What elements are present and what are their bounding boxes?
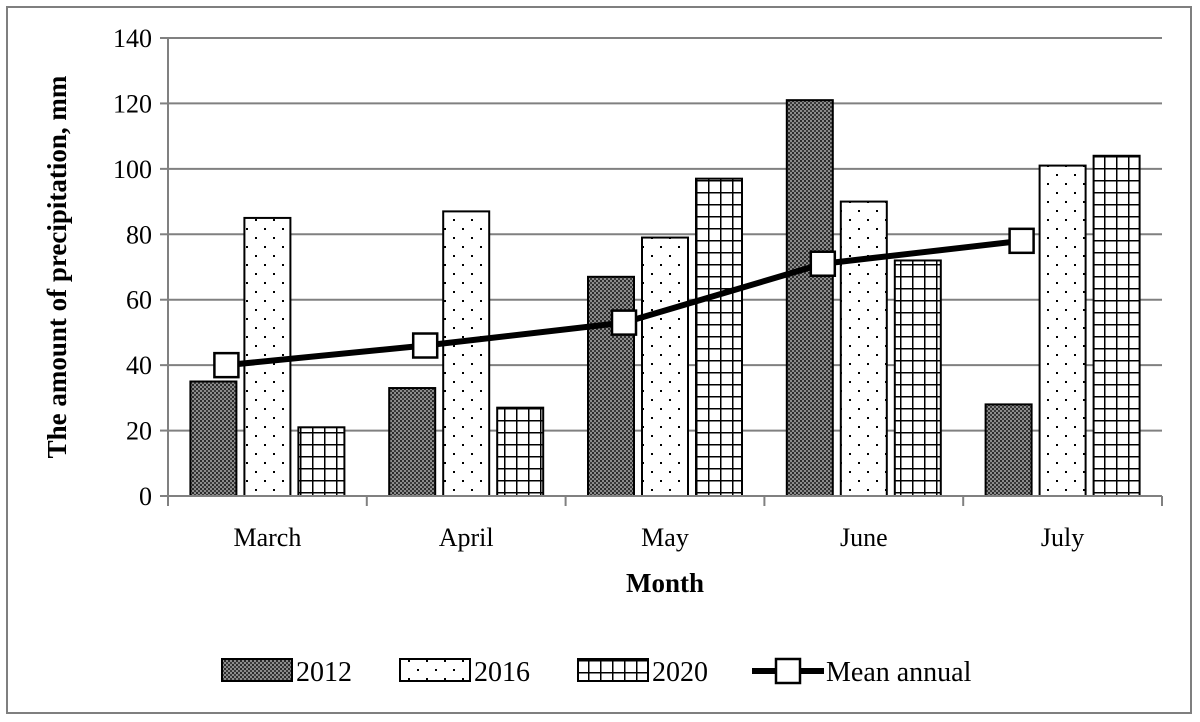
x-tick-label: June [840, 523, 888, 552]
bar-2016-June [839, 200, 888, 497]
legend-swatch-2012 [221, 658, 293, 682]
legend-label-2020: 2020 [652, 657, 708, 688]
y-tick-label: 40 [126, 351, 152, 380]
x-tick-label: March [233, 523, 301, 552]
y-tick-label: 20 [126, 417, 152, 446]
bar-2020-April [496, 406, 545, 497]
bar-2016-July [1038, 164, 1087, 497]
bar-2020-March [297, 426, 346, 497]
bar-2012-March [189, 380, 238, 497]
bar-2016-April [442, 210, 491, 497]
legend-swatch-2016 [399, 658, 471, 682]
legend-label-mean-annual: Mean annual [826, 657, 972, 688]
marker-mean-annual-March [213, 351, 240, 379]
y-tick-label: 140 [113, 24, 152, 53]
x-axis-title: Month [626, 568, 704, 598]
bar-2020-June [893, 259, 942, 498]
legend-label-2012: 2012 [296, 657, 352, 688]
marker-mean-annual-April [411, 332, 439, 359]
legend-marker-mean-annual [774, 657, 802, 685]
bar-2020-May [695, 177, 743, 498]
y-tick-label: 80 [126, 220, 152, 249]
bar-2012-July [984, 403, 1033, 497]
x-tick-label: April [439, 523, 494, 552]
legend-swatch-2020 [577, 658, 649, 682]
x-tick-label: July [1041, 523, 1084, 552]
legend-label-2016: 2016 [474, 657, 530, 688]
marker-mean-annual-July [1008, 227, 1035, 255]
marker-mean-annual-June [809, 250, 837, 277]
y-tick-label: 120 [113, 89, 152, 118]
y-tick-label: 0 [139, 482, 152, 511]
marker-mean-annual-May [610, 309, 638, 336]
bar-2012-June [785, 99, 834, 498]
y-tick-label: 100 [113, 155, 152, 184]
bar-2012-April [388, 387, 437, 497]
bar-2016-May [641, 236, 689, 498]
y-tick-label: 60 [126, 286, 152, 315]
x-tick-label: May [641, 523, 689, 552]
y-axis-title: The amount of precipitation, mm [42, 75, 72, 458]
bar-2020-July [1092, 154, 1141, 497]
